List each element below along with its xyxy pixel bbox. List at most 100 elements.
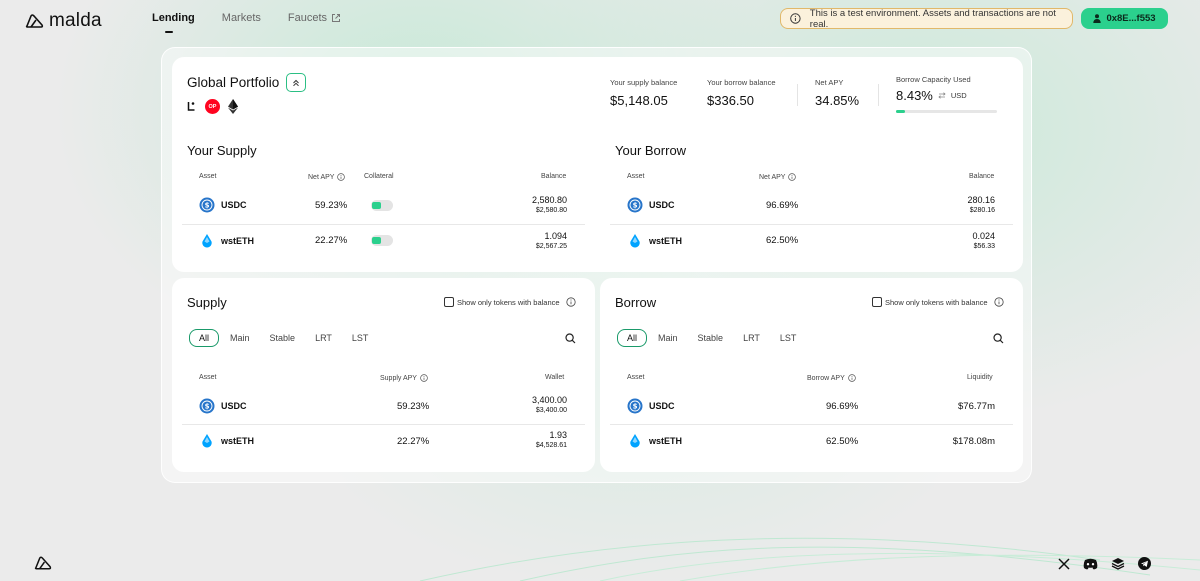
balance-cell: 1.094 $2,567.25 xyxy=(536,231,567,250)
nav-faucets-label: Faucets xyxy=(287,12,328,24)
balance-filter[interactable]: Show only tokens with balance xyxy=(444,297,576,307)
telegram-icon[interactable] xyxy=(1138,557,1151,570)
nav-lending[interactable]: Lending xyxy=(152,12,195,33)
col-asset-label: Asset xyxy=(627,374,645,381)
your-borrow-row-usdc[interactable]: $ USDC xyxy=(627,197,675,213)
tab-lst[interactable]: LST xyxy=(779,333,797,343)
collateral-toggle[interactable] xyxy=(371,235,393,246)
swap-icon[interactable] xyxy=(938,92,946,99)
borrow-row-wsteth[interactable]: wstETH xyxy=(627,433,682,449)
search-icon[interactable] xyxy=(993,333,1004,344)
balance-filter-checkbox[interactable] xyxy=(444,297,454,307)
col-collateral: Collateral xyxy=(364,173,394,180)
tab-lrt[interactable]: LRT xyxy=(743,333,760,343)
borrow-capacity-value: 8.43% xyxy=(896,88,933,103)
net-apy-label: Net APY xyxy=(815,78,844,87)
borrow-apy-value: 96.69% xyxy=(826,401,859,412)
col-balance-label: Balance xyxy=(541,173,567,180)
balance-amount: 280.16 xyxy=(967,195,995,205)
row-divider xyxy=(610,224,1013,225)
tab-all[interactable]: All xyxy=(617,329,648,347)
borrow-balance-label: Your borrow balance xyxy=(707,78,776,87)
malda-footer-logo-icon[interactable] xyxy=(34,555,53,571)
col-asset: Asset xyxy=(199,374,217,381)
usdc-icon: $ xyxy=(627,398,643,414)
info-icon[interactable] xyxy=(420,374,428,382)
balance-filter-checkbox[interactable] xyxy=(872,297,882,307)
tab-main[interactable]: Main xyxy=(230,333,250,343)
asset-name: USDC xyxy=(649,401,675,411)
search-icon[interactable] xyxy=(565,333,576,344)
net-apy-value: 59.23% xyxy=(315,200,348,211)
col-supply-apy: Supply APY xyxy=(380,374,428,382)
svg-text:$: $ xyxy=(205,202,210,210)
info-icon[interactable] xyxy=(788,173,797,181)
nav-faucets[interactable]: Faucets xyxy=(288,12,341,24)
info-icon[interactable] xyxy=(847,374,856,382)
tab-main[interactable]: Main xyxy=(658,333,678,343)
x-twitter-icon[interactable] xyxy=(1058,557,1070,570)
docs-layers-icon[interactable] xyxy=(1111,557,1125,570)
malda-logo-icon xyxy=(25,14,44,28)
col-asset: Asset xyxy=(627,374,645,381)
liquidity-value: $178.08m xyxy=(952,436,995,447)
logo-text: malda xyxy=(49,10,102,31)
nav-markets[interactable]: Markets xyxy=(222,12,261,24)
stat-divider xyxy=(878,84,879,106)
col-collateral-label: Collateral xyxy=(364,173,394,180)
col-wallet: Wallet xyxy=(545,374,564,381)
col-asset-label: Asset xyxy=(627,173,645,180)
chevrons-up-icon xyxy=(293,79,299,86)
supply-apy-value: 59.23% xyxy=(397,401,430,412)
info-icon[interactable] xyxy=(993,297,1004,307)
borrow-title: Borrow xyxy=(615,295,657,310)
malda-logo[interactable]: malda xyxy=(25,10,102,32)
usdc-icon: $ xyxy=(199,197,215,213)
col-liquidity-label: Liquidity xyxy=(967,374,993,381)
tab-lrt[interactable]: LRT xyxy=(315,333,332,343)
balance-amount: 2,580.80 xyxy=(531,195,567,205)
portfolio-card: Global Portfolio OP Your supply balance … xyxy=(172,57,1023,272)
col-asset-label: Asset xyxy=(199,173,217,180)
your-supply-row-usdc[interactable]: $ USDC xyxy=(199,197,247,213)
balance-filter-label: Show only tokens with balance xyxy=(457,297,560,307)
social-links xyxy=(1058,557,1151,570)
info-icon[interactable] xyxy=(337,173,346,181)
user-icon xyxy=(1093,14,1102,23)
wallet-cell: 1.93 $4,528.61 xyxy=(536,430,567,449)
wallet-amount: 3,400.00 xyxy=(531,395,567,405)
col-liquidity: Liquidity xyxy=(967,374,993,381)
svg-text:$: $ xyxy=(633,403,638,411)
your-borrow-row-wsteth[interactable]: wstETH xyxy=(627,233,682,249)
balance-filter[interactable]: Show only tokens with balance xyxy=(872,297,1004,307)
wallet-button[interactable]: 0x8E...f553 xyxy=(1081,8,1168,29)
usdc-icon: $ xyxy=(627,197,643,213)
col-asset: Asset xyxy=(627,173,645,180)
balance-cell: 2,580.80 $2,580.80 xyxy=(532,195,567,214)
your-supply-row-wsteth[interactable]: wstETH xyxy=(199,233,254,249)
wallet-amount: 1.93 xyxy=(549,430,567,440)
borrow-apy-value: 62.50% xyxy=(826,436,859,447)
stat-divider xyxy=(797,84,798,106)
supply-row-wsteth[interactable]: wstETH xyxy=(199,433,254,449)
tab-stable[interactable]: Stable xyxy=(697,333,724,343)
asset-name: USDC xyxy=(221,200,247,210)
borrow-category-tabs: All Main Stable LRT LST xyxy=(617,329,816,347)
supply-row-usdc[interactable]: $ USDC xyxy=(199,398,247,414)
wallet-usd: $4,528.61 xyxy=(535,442,567,449)
col-balance-label: Balance xyxy=(969,173,995,180)
notice-text: This is a test environment. Assets and t… xyxy=(809,7,1056,30)
supply-apy-value: 22.27% xyxy=(397,436,430,447)
asset-name: USDC xyxy=(221,401,247,411)
collapse-portfolio-button[interactable] xyxy=(286,73,306,92)
wsteth-icon xyxy=(202,234,212,248)
tab-lst[interactable]: LST xyxy=(351,333,369,343)
collateral-toggle[interactable] xyxy=(371,200,393,211)
info-icon[interactable] xyxy=(565,297,576,307)
borrow-row-usdc[interactable]: $ USDC xyxy=(627,398,675,414)
tab-stable[interactable]: Stable xyxy=(269,333,296,343)
col-net-apy: Net APY xyxy=(759,173,797,181)
discord-icon[interactable] xyxy=(1083,558,1098,570)
tab-all[interactable]: All xyxy=(189,329,220,347)
